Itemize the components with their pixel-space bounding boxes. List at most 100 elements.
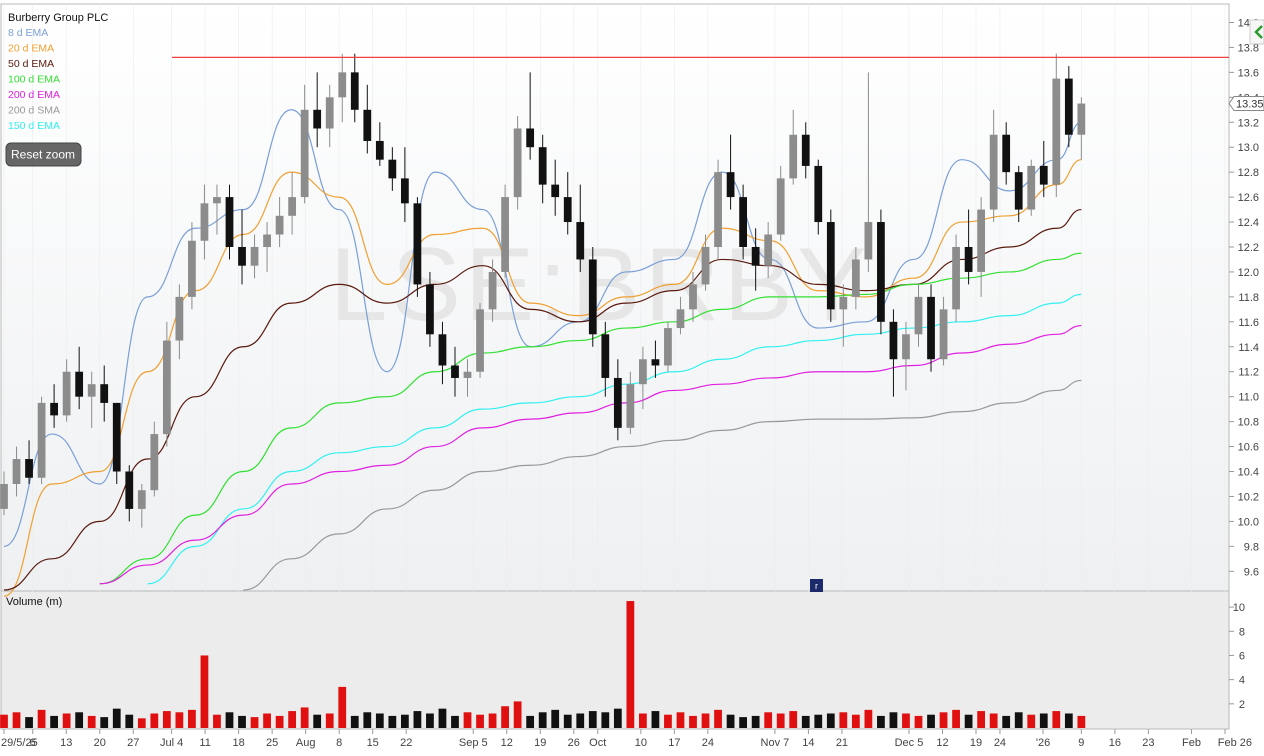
candle-body bbox=[162, 340, 171, 435]
chevron-left-icon bbox=[1254, 25, 1263, 39]
x-tick-label: 21 bbox=[836, 737, 848, 749]
volume-bar bbox=[588, 711, 597, 728]
volume-bar bbox=[275, 715, 284, 728]
candle-body bbox=[877, 222, 885, 322]
price-tick-label: 10.4 bbox=[1238, 467, 1259, 479]
x-tick-label: 8 bbox=[336, 737, 342, 749]
candle-body bbox=[125, 471, 134, 509]
price-tick-label: 11.0 bbox=[1238, 392, 1259, 404]
volume-bar bbox=[914, 715, 923, 728]
candle-body bbox=[200, 203, 209, 241]
price-tick-label: 11.8 bbox=[1238, 292, 1259, 304]
candle-body bbox=[250, 246, 259, 266]
candle-body bbox=[851, 259, 860, 297]
x-tick-label: 17 bbox=[668, 737, 680, 749]
volume-bar bbox=[689, 715, 697, 728]
candle-body bbox=[175, 296, 184, 341]
candle-body bbox=[588, 259, 597, 335]
volume-bar bbox=[150, 713, 159, 728]
volume-bar bbox=[175, 712, 184, 728]
volume-tick-label: 4 bbox=[1239, 675, 1245, 687]
volume-tick-label: 2 bbox=[1239, 699, 1245, 711]
volume-bar bbox=[375, 713, 384, 728]
reset-zoom-button[interactable]: Reset zoom bbox=[5, 142, 82, 167]
volume-bar bbox=[1052, 711, 1061, 728]
x-tick-label: Aug bbox=[296, 737, 316, 749]
candle-body bbox=[263, 234, 271, 247]
candle-body bbox=[839, 296, 848, 310]
x-tick-label: 19 bbox=[970, 737, 982, 749]
candle-body bbox=[213, 197, 221, 204]
candles bbox=[0, 53, 1086, 528]
candle-body bbox=[350, 72, 359, 110]
scroll-right-button[interactable] bbox=[1249, 19, 1264, 45]
candle-body bbox=[313, 109, 322, 129]
price-tick-label: 12.4 bbox=[1238, 217, 1259, 229]
volume-bar bbox=[112, 708, 121, 728]
legend-entry[interactable]: 8 d EMA bbox=[8, 27, 48, 39]
x-tick-label: Jul 4 bbox=[160, 737, 183, 749]
candle-body bbox=[188, 240, 196, 297]
legend-entry[interactable]: 200 d SMA bbox=[8, 105, 60, 117]
volume-bar bbox=[213, 714, 221, 728]
volume-bar bbox=[488, 713, 497, 728]
series-line-200-d-ema bbox=[99, 324, 1082, 585]
candle-body bbox=[927, 296, 935, 360]
price-tick-label: 10.0 bbox=[1238, 516, 1259, 528]
x-tick-label: 25 bbox=[266, 737, 278, 749]
volume-bar bbox=[438, 708, 447, 728]
volume-bar bbox=[576, 713, 585, 728]
candle-body bbox=[977, 209, 986, 272]
volume-bar bbox=[801, 715, 810, 728]
candle-body bbox=[576, 222, 585, 260]
volume-bar bbox=[751, 715, 760, 728]
candle-body bbox=[739, 197, 747, 247]
volume-bar bbox=[325, 713, 334, 728]
candle-body bbox=[989, 134, 998, 210]
legend-entry[interactable]: 200 d EMA bbox=[8, 89, 60, 101]
candle-body bbox=[300, 109, 309, 198]
volume-bar bbox=[977, 711, 986, 728]
volume-bar bbox=[501, 706, 509, 728]
volume-bar bbox=[889, 712, 898, 728]
x-tick-label: 13 bbox=[60, 737, 72, 749]
chart-title: Burberry Group PLC bbox=[8, 12, 108, 24]
legend-entry[interactable]: 150 d EMA bbox=[8, 120, 60, 132]
candle-body bbox=[776, 178, 785, 235]
candle-body bbox=[689, 284, 697, 310]
candle-body bbox=[501, 197, 509, 272]
volume-bar bbox=[200, 655, 209, 728]
legend-entry[interactable]: 20 d EMA bbox=[8, 43, 54, 55]
volume-bar bbox=[726, 714, 735, 728]
candle-body bbox=[1002, 134, 1011, 173]
x-tick-label: Feb bbox=[1182, 737, 1201, 749]
volume-bar bbox=[952, 709, 960, 728]
legend-entry[interactable]: 50 d EMA bbox=[8, 58, 54, 70]
candle-body bbox=[676, 309, 685, 329]
x-tick-label: '26 bbox=[1036, 737, 1050, 749]
volume-bar bbox=[350, 715, 359, 728]
price-tick-label: 12.6 bbox=[1238, 192, 1259, 204]
volume-bar bbox=[188, 709, 196, 728]
x-tick-label: 27 bbox=[127, 737, 139, 749]
candle-body bbox=[714, 172, 722, 247]
volume-bars bbox=[0, 601, 1086, 728]
price-tick-label: 10.8 bbox=[1238, 417, 1259, 429]
legend-entry[interactable]: 100 d EMA bbox=[8, 74, 60, 86]
candle-body bbox=[764, 234, 773, 266]
price-tick-label: 10.6 bbox=[1238, 442, 1259, 454]
candle-body bbox=[150, 434, 159, 491]
volume-bar bbox=[313, 714, 322, 728]
x-tick-label: 12 bbox=[501, 737, 513, 749]
event-marker[interactable]: r bbox=[810, 579, 823, 592]
volume-bar bbox=[526, 715, 535, 728]
volume-bar bbox=[664, 714, 672, 728]
price-tick-label: 10.2 bbox=[1238, 491, 1259, 503]
volume-bar bbox=[877, 715, 885, 728]
candle-body bbox=[75, 371, 84, 397]
volume-bar bbox=[1039, 713, 1048, 728]
candle-body bbox=[526, 128, 535, 148]
volume-bar bbox=[162, 711, 171, 728]
price-tick-label: 12.8 bbox=[1238, 167, 1259, 179]
price-tick-label: 11.4 bbox=[1238, 342, 1259, 354]
